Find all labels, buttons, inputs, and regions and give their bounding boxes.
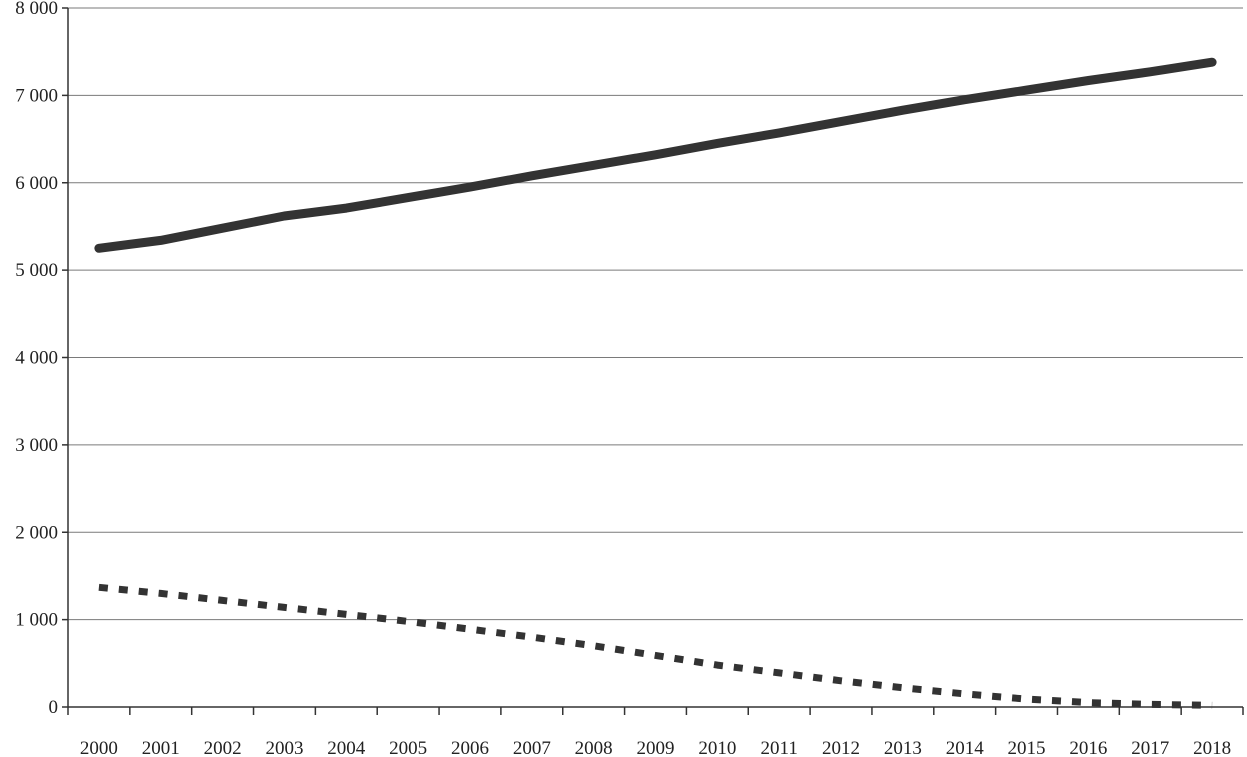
x-tick-label: 2012 <box>822 738 860 757</box>
axes <box>62 7 1244 715</box>
x-tick-label: 2016 <box>1069 738 1107 757</box>
y-tick-label: 1 000 <box>15 610 58 631</box>
y-tick-label: 8 000 <box>15 0 58 19</box>
x-axis-tick-labels: 2000 2001 2002 2003 2004 2005 2006 2007 2008 2009… <box>80 738 1231 757</box>
x-tick-label: 2018 <box>1193 738 1231 757</box>
series-dotted-line <box>98 583 1213 709</box>
y-tick-label: 7 000 <box>15 85 58 106</box>
x-tick-label: 2015 <box>1008 738 1046 757</box>
series-lines <box>94 57 1217 709</box>
y-tick-label: 4 000 <box>15 348 58 369</box>
x-tick-label: 2000 <box>80 738 118 757</box>
x-tick-label: 2005 <box>389 738 427 757</box>
x-tick-label: 2008 <box>575 738 613 757</box>
y-tick-label: 3 000 <box>15 435 58 456</box>
gridlines <box>68 7 1243 621</box>
x-tick-label: 2003 <box>265 738 303 757</box>
x-tick-label: 2017 <box>1131 738 1169 757</box>
x-tick-label: 2013 <box>884 738 922 757</box>
y-tick-label: 2 000 <box>15 522 58 543</box>
x-tick-label: 2009 <box>637 738 675 757</box>
x-tick-label: 2007 <box>513 738 551 757</box>
series-solid-line <box>94 57 1217 253</box>
x-tick-label: 2004 <box>327 738 366 757</box>
x-tick-label: 2014 <box>946 738 985 757</box>
y-tick-label: 0 <box>49 697 59 718</box>
x-tick-label: 2010 <box>698 738 736 757</box>
y-axis-tick-labels: 0 1 000 2 000 3 000 4 000 5 000 6 000 7 000 8 00… <box>15 0 58 718</box>
y-tick-label: 5 000 <box>15 260 58 281</box>
x-tick-label: 2001 <box>142 738 180 757</box>
x-tick-label: 2002 <box>204 738 242 757</box>
y-tick-label: 6 000 <box>15 173 58 194</box>
x-tick-label: 2011 <box>761 738 798 757</box>
x-tick-label: 2006 <box>451 738 489 757</box>
